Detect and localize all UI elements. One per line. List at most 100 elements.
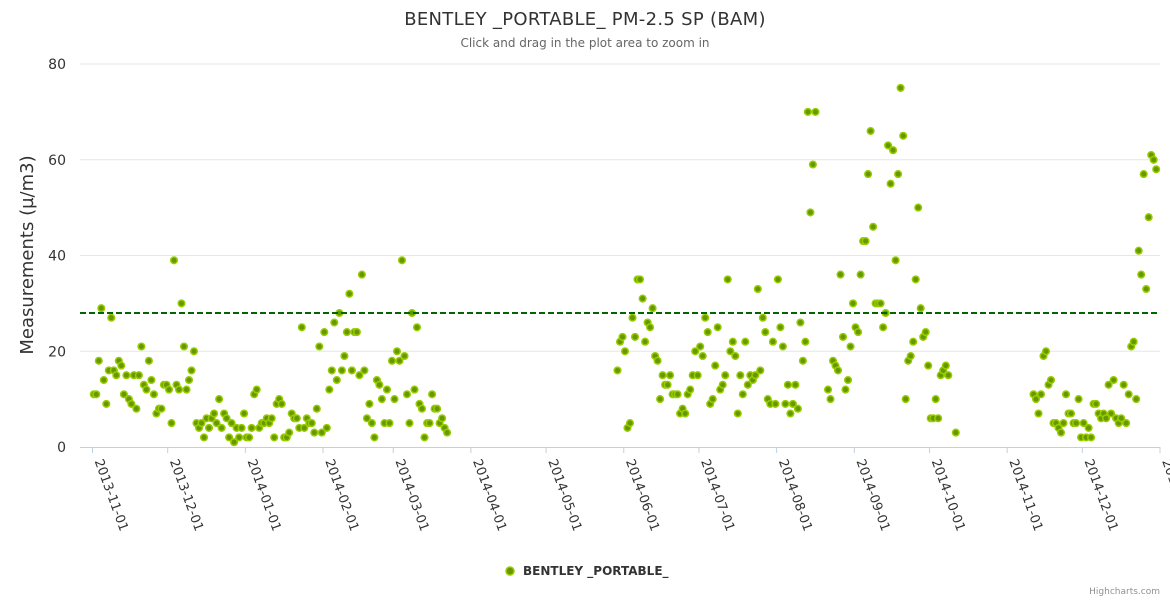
data-point[interactable] <box>237 423 246 432</box>
data-point[interactable] <box>225 433 234 442</box>
data-point[interactable] <box>420 433 429 442</box>
data-point[interactable] <box>703 328 712 337</box>
data-point[interactable] <box>1149 155 1158 164</box>
data-point[interactable] <box>1061 390 1071 399</box>
data-point[interactable] <box>330 318 339 327</box>
data-point[interactable] <box>630 332 640 341</box>
legend[interactable]: BENTLEY _PORTABLE_ <box>505 564 669 579</box>
data-point[interactable] <box>743 380 752 389</box>
data-point[interactable] <box>899 131 908 140</box>
data-point[interactable] <box>786 409 795 418</box>
data-point[interactable] <box>686 385 695 394</box>
data-point[interactable] <box>1144 213 1153 222</box>
data-point[interactable] <box>405 419 414 428</box>
data-point[interactable] <box>808 160 817 169</box>
data-point[interactable] <box>169 256 179 265</box>
data-point[interactable] <box>788 399 797 408</box>
data-point[interactable] <box>410 385 419 394</box>
data-point[interactable] <box>352 328 361 337</box>
data-point[interactable] <box>1122 419 1131 428</box>
data-point[interactable] <box>791 380 800 389</box>
data-point[interactable] <box>698 351 707 361</box>
data-point[interactable] <box>681 409 690 418</box>
data-point[interactable] <box>337 366 346 375</box>
data-point[interactable] <box>889 146 898 155</box>
data-point[interactable] <box>1129 337 1138 346</box>
data-point[interactable] <box>906 351 915 361</box>
data-point[interactable] <box>197 419 206 428</box>
data-point[interactable] <box>127 399 136 408</box>
data-point[interactable] <box>360 366 369 375</box>
data-point[interactable] <box>102 399 111 408</box>
data-point[interactable] <box>300 423 309 432</box>
data-point[interactable] <box>798 356 807 365</box>
data-point[interactable] <box>823 385 833 394</box>
data-point[interactable] <box>884 141 893 150</box>
data-point[interactable] <box>711 361 720 370</box>
data-point[interactable] <box>392 347 402 356</box>
data-point[interactable] <box>327 366 336 375</box>
data-point[interactable] <box>270 433 279 442</box>
data-point[interactable] <box>222 414 231 423</box>
data-point[interactable] <box>412 323 422 332</box>
data-point[interactable] <box>628 313 637 322</box>
data-point[interactable] <box>673 390 682 399</box>
data-point[interactable] <box>613 366 622 375</box>
data-point[interactable] <box>315 342 324 351</box>
data-point[interactable] <box>713 323 722 332</box>
data-point[interactable] <box>1119 380 1128 389</box>
data-point[interactable] <box>367 419 376 428</box>
data-point[interactable] <box>189 347 199 356</box>
data-point[interactable] <box>796 318 805 327</box>
data-point[interactable] <box>896 83 905 92</box>
data-point[interactable] <box>267 414 276 423</box>
data-point[interactable] <box>1124 390 1133 399</box>
data-point[interactable] <box>718 380 727 389</box>
data-point[interactable] <box>340 351 349 361</box>
data-point[interactable] <box>132 404 141 413</box>
data-point[interactable] <box>801 337 810 346</box>
data-point[interactable] <box>771 399 780 408</box>
data-point[interactable] <box>322 423 331 432</box>
data-point[interactable] <box>894 170 903 179</box>
data-point[interactable] <box>826 395 835 404</box>
data-point[interactable] <box>199 433 209 442</box>
data-point[interactable] <box>921 328 930 337</box>
data-point[interactable] <box>144 356 153 365</box>
data-point[interactable] <box>425 419 434 428</box>
data-point[interactable] <box>1031 395 1041 404</box>
legend-label-bentley-portable[interactable]: BENTLEY _PORTABLE_ <box>523 564 669 579</box>
data-point[interactable] <box>317 428 326 437</box>
data-point[interactable] <box>848 299 858 308</box>
data-point[interactable] <box>252 385 261 394</box>
data-point[interactable] <box>438 414 447 423</box>
data-point[interactable] <box>861 237 870 246</box>
data-point[interactable] <box>1102 414 1111 423</box>
data-point[interactable] <box>397 256 407 265</box>
data-point[interactable] <box>911 275 920 284</box>
data-point[interactable] <box>721 371 730 380</box>
data-point[interactable] <box>370 433 379 442</box>
credits-link[interactable]: Highcharts.com <box>1089 587 1160 597</box>
data-point[interactable] <box>235 433 244 442</box>
data-point[interactable] <box>184 375 194 385</box>
data-point[interactable] <box>157 404 166 413</box>
data-point[interactable] <box>758 313 767 322</box>
data-point[interactable] <box>1046 375 1056 385</box>
data-point[interactable] <box>1041 347 1051 356</box>
data-point[interactable] <box>443 428 452 437</box>
data-point[interactable] <box>395 356 404 365</box>
data-point[interactable] <box>751 371 760 380</box>
data-point[interactable] <box>119 390 128 399</box>
data-point[interactable] <box>696 342 705 351</box>
data-point[interactable] <box>646 323 655 332</box>
data-point[interactable] <box>179 342 189 351</box>
data-point[interactable] <box>891 256 900 265</box>
data-point[interactable] <box>741 337 750 346</box>
data-point[interactable] <box>869 222 878 231</box>
data-point[interactable] <box>924 361 933 370</box>
data-point[interactable] <box>385 419 394 428</box>
data-point[interactable] <box>648 304 657 313</box>
scatter-series[interactable] <box>89 83 1161 447</box>
data-point[interactable] <box>400 351 409 361</box>
